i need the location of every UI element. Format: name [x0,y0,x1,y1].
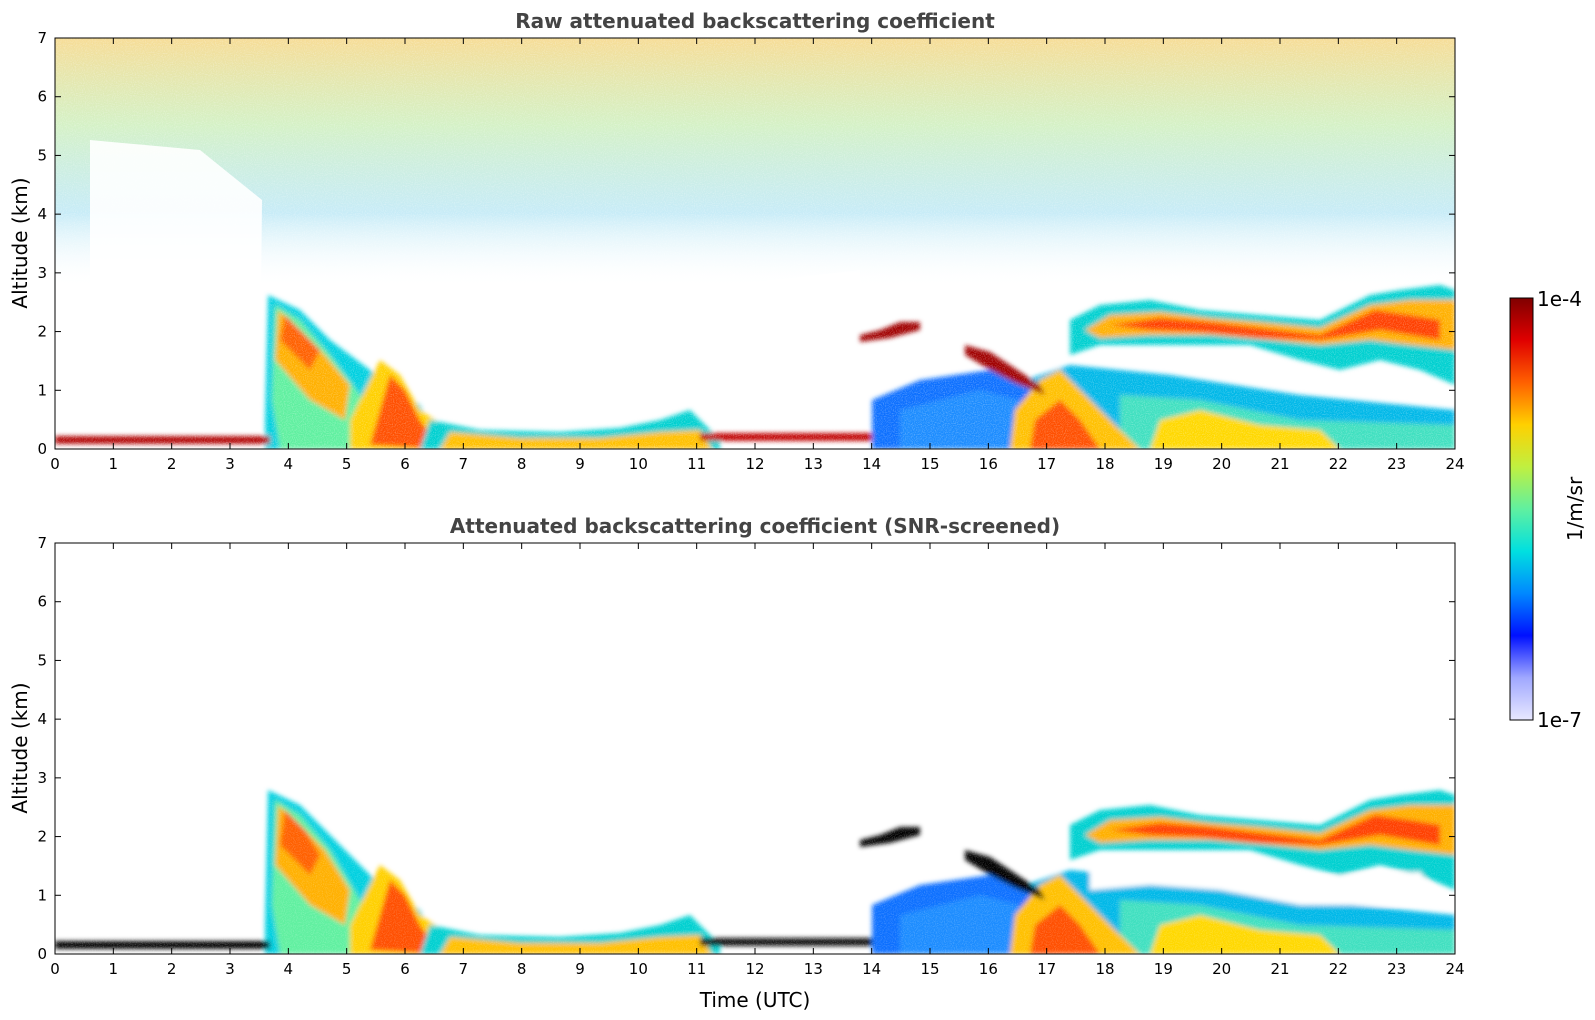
colorbar-min-label: 1e-7 [1537,708,1582,732]
panel-screened: Attenuated backscattering coefficient (S… [8,514,1465,1012]
y-tick-label: 4 [37,205,47,223]
x-tick-label: 17 [1037,960,1056,978]
x-tick-label: 8 [517,960,527,978]
x-tick-label: 7 [459,960,469,978]
x-tick-label: 5 [342,455,352,473]
x-tick-label: 8 [517,455,527,473]
x-axis-label: Time (UTC) [699,988,811,1012]
x-tick-label: 21 [1270,455,1289,473]
x-tick-label: 15 [920,960,939,978]
y-tick-label: 1 [37,381,47,399]
heatmap-raw [55,38,1455,449]
x-tick-label: 16 [979,455,998,473]
y-tick-label: 7 [37,29,47,47]
x-tick-label: 13 [804,455,823,473]
x-tick-label: 1 [109,455,119,473]
x-tick-label: 18 [1095,455,1114,473]
y-tick-label: 5 [37,651,47,669]
panel-title-screened: Attenuated backscattering coefficient (S… [450,514,1060,538]
x-tick-label: 3 [225,960,235,978]
x-tick-label: 19 [1154,960,1173,978]
y-tick-label: 1 [37,886,47,904]
x-tick-label: 7 [459,455,469,473]
x-tick-label: 24 [1445,455,1464,473]
x-tick-label: 9 [575,960,585,978]
panel-title-raw: Raw attenuated backscattering coefficien… [515,9,995,33]
colorbar-max-label: 1e-4 [1537,287,1582,311]
x-tick-label: 10 [629,960,648,978]
x-tick-label: 4 [284,960,294,978]
y-tick-label: 3 [37,769,47,787]
y-axis-label-screened: Altitude (km) [8,682,32,813]
y-tick-label: 2 [37,323,47,341]
axes-screened: 0 1 2 3 4 5 6 7 8 9 10 11 12 13 14 15 16 17 18 19 20 21 22 23 24… [37,534,1464,978]
x-tick-label: 14 [862,960,881,978]
x-tick-label: 0 [50,455,60,473]
y-tick-label: 6 [37,88,47,106]
x-tick-label: 12 [745,455,764,473]
x-tick-label: 22 [1329,455,1348,473]
y-tick-label: 2 [37,828,47,846]
y-tick-label: 6 [37,593,47,611]
x-tick-label: 12 [745,960,764,978]
x-tick-label: 19 [1154,455,1173,473]
axes-raw: 0 1 2 3 4 5 6 7 8 9 10 11 12 13 14 15 16 17 18 19 20 21 22 23 24… [37,29,1464,473]
x-tick-label: 23 [1387,455,1406,473]
x-tick-label: 2 [167,960,177,978]
y-tick-label: 0 [37,440,47,458]
x-tick-label: 13 [804,960,823,978]
x-tick-label: 14 [862,455,881,473]
x-tick-label: 24 [1445,960,1464,978]
colorbar-unit-label: 1/m/sr [1563,476,1587,541]
x-tick-label: 6 [400,455,410,473]
y-tick-label: 4 [37,710,47,728]
x-tick-label: 3 [225,455,235,473]
y-tick-label: 7 [37,534,47,552]
x-tick-label: 5 [342,960,352,978]
x-tick-label: 2 [167,455,177,473]
x-tick-label: 15 [920,455,939,473]
x-tick-label: 4 [284,455,294,473]
heatmap-screened [55,543,1455,954]
x-tick-label: 11 [687,455,706,473]
x-tick-label: 0 [50,960,60,978]
y-axis-label-raw: Altitude (km) [8,177,32,308]
x-tick-label: 21 [1270,960,1289,978]
y-tick-label: 3 [37,264,47,282]
panel-raw: Raw attenuated backscattering coefficien… [8,9,1465,473]
x-tick-label: 22 [1329,960,1348,978]
y-tick-label: 5 [37,146,47,164]
x-tick-label: 10 [629,455,648,473]
x-tick-label: 9 [575,455,585,473]
x-tick-label: 20 [1212,960,1231,978]
x-tick-label: 23 [1387,960,1406,978]
y-tick-label: 0 [37,945,47,963]
x-tick-label: 1 [109,960,119,978]
x-tick-label: 11 [687,960,706,978]
x-tick-label: 20 [1212,455,1231,473]
x-tick-label: 16 [979,960,998,978]
colorbar: 1e-4 1e-7 1/m/sr [1509,287,1587,732]
x-tick-label: 6 [400,960,410,978]
x-tick-label: 18 [1095,960,1114,978]
x-tick-label: 17 [1037,455,1056,473]
colorbar-gradient [1509,297,1534,721]
